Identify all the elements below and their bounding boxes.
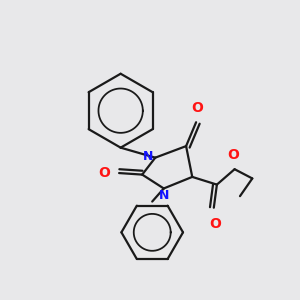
Text: N: N: [159, 189, 170, 202]
Text: O: O: [192, 100, 204, 115]
Text: O: O: [98, 166, 110, 180]
Text: N: N: [142, 150, 153, 164]
Text: O: O: [227, 148, 239, 161]
Text: O: O: [209, 217, 221, 231]
